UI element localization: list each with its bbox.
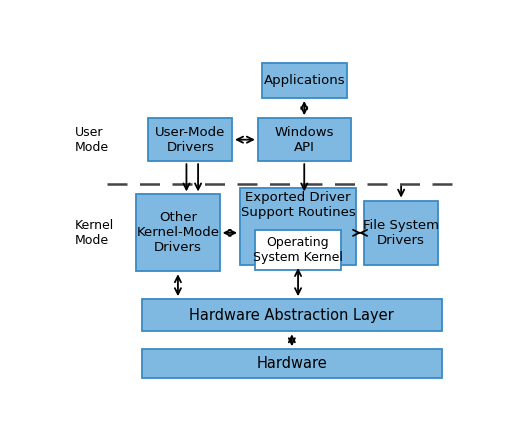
Bar: [148, 118, 232, 161]
Text: Applications: Applications: [264, 74, 345, 87]
Text: User
Mode: User Mode: [75, 126, 109, 154]
Bar: [258, 118, 351, 161]
Bar: [364, 201, 438, 265]
Bar: [240, 188, 356, 265]
Bar: [262, 63, 347, 98]
Text: Windows
API: Windows API: [274, 126, 334, 154]
Text: Operating
System Kernel: Operating System Kernel: [253, 236, 343, 264]
Text: Hardware: Hardware: [257, 356, 327, 371]
Text: User-Mode
Drivers: User-Mode Drivers: [155, 126, 225, 154]
Text: Exported Driver
Support Routines: Exported Driver Support Routines: [241, 191, 355, 219]
Bar: [254, 230, 342, 270]
Text: Kernel
Mode: Kernel Mode: [75, 219, 114, 247]
Bar: [136, 194, 220, 271]
Text: File System
Drivers: File System Drivers: [363, 219, 439, 247]
Bar: [141, 349, 442, 378]
Text: Hardware Abstraction Layer: Hardware Abstraction Layer: [189, 308, 394, 323]
Text: Other
Kernel-Mode
Drivers: Other Kernel-Mode Drivers: [136, 211, 220, 254]
Bar: [141, 299, 442, 331]
